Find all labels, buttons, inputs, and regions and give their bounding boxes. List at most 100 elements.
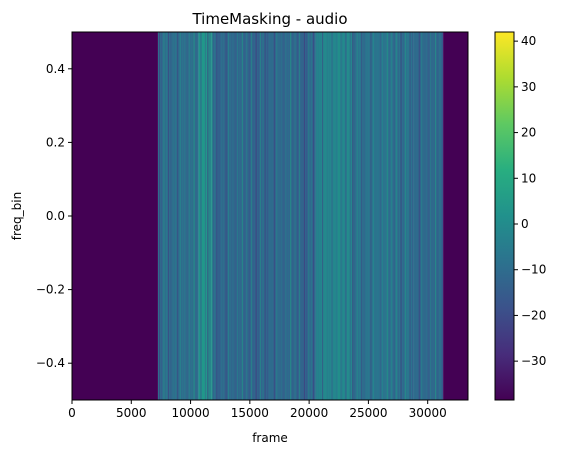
heatmap-stripe	[333, 32, 335, 400]
x-tick-label: 5000	[116, 406, 147, 420]
colorbar	[494, 31, 515, 401]
heatmap-stripe	[170, 32, 172, 400]
heatmap-stripe	[225, 32, 227, 400]
heatmap-stripe	[356, 32, 358, 400]
heatmap-stripe	[315, 32, 317, 400]
heatmap-stripe	[232, 32, 234, 400]
heatmap-stripe	[285, 32, 287, 400]
heatmap-stripe	[437, 32, 439, 400]
heatmap-stripe	[278, 32, 280, 400]
heatmap-stripe	[361, 32, 363, 400]
heatmap-stripe	[340, 32, 342, 400]
heatmap-stripe	[227, 32, 230, 400]
heatmap-stripe	[324, 32, 326, 400]
heatmap-stripe	[375, 32, 376, 400]
heatmap-stripe	[218, 32, 220, 400]
heatmap-stripe	[331, 32, 333, 400]
heatmap-stripe	[221, 32, 223, 400]
heatmap-stripe	[175, 32, 176, 400]
y-tick-label: 0.0	[46, 209, 65, 223]
heatmap-stripe	[388, 32, 390, 400]
heatmap-stripe	[262, 32, 264, 400]
heatmap-stripe	[207, 32, 209, 400]
heatmap-stripe	[418, 32, 420, 400]
heatmap-stripe	[246, 32, 248, 400]
x-tick-label: 25000	[349, 406, 387, 420]
heatmap-stripe	[161, 32, 163, 400]
heatmap-stripe	[172, 32, 174, 400]
heatmap-stripe	[303, 32, 306, 400]
heatmap-stripe	[430, 32, 432, 400]
heatmap-stripe	[310, 32, 312, 400]
heatmap-stripe	[425, 32, 427, 400]
heatmap-stripe	[407, 32, 409, 400]
heatmap-stripe	[398, 32, 399, 400]
heatmap-stripe	[342, 32, 344, 400]
heatmap-stripe	[209, 32, 211, 400]
heatmap-stripe	[179, 32, 181, 400]
heatmap-stripe	[384, 32, 386, 400]
heatmap-stripe	[237, 32, 238, 400]
heatmap-stripe	[301, 32, 303, 400]
heatmap-stripe	[296, 32, 299, 400]
heatmap-stripe	[338, 32, 340, 400]
heatmap-stripe	[370, 32, 372, 400]
y-tick-label: −0.4	[36, 356, 65, 370]
heatmap-stripe	[306, 32, 307, 400]
heatmap-stripe	[439, 32, 441, 400]
colorbar-axis: 40 30 20 10 0 −10 −20 −30	[514, 34, 546, 368]
heatmap-stripe	[168, 32, 169, 400]
heatmap-area	[72, 32, 468, 400]
heatmap-stripe	[395, 32, 397, 400]
heatmap-stripe	[163, 32, 165, 400]
heatmap-stripe	[326, 32, 328, 400]
heatmap-stripe	[158, 32, 161, 400]
heatmap-stripe	[299, 32, 301, 400]
heatmap-stripe	[365, 32, 368, 400]
heatmap-stripe	[214, 32, 216, 400]
heatmap-stripe	[423, 32, 425, 400]
heatmap-stripe	[393, 32, 395, 400]
heatmap-stripe	[379, 32, 381, 400]
x-tick-label: 20000	[290, 406, 328, 420]
heatmap-stripe	[416, 32, 418, 400]
x-axis-label: frame	[252, 431, 288, 445]
colorbar-tick-label: −10	[521, 263, 546, 277]
heatmap-stripe	[241, 32, 243, 400]
colorbar-tick-label: 10	[521, 171, 536, 185]
heatmap-stripe	[202, 32, 204, 400]
colorbar-tick-label: 40	[521, 34, 536, 48]
heatmap-stripe	[363, 32, 365, 400]
heatmap-stripe	[280, 32, 282, 400]
heatmap-stripe	[257, 32, 259, 400]
y-axis-label: freq_bin	[10, 192, 24, 240]
heatmap-stripe	[322, 32, 324, 400]
heatmap-stripe	[200, 32, 202, 400]
heatmap-stripe	[402, 32, 404, 400]
heatmap-stripe	[368, 32, 370, 400]
heatmap-stripe	[386, 32, 388, 400]
heatmap-stripe	[428, 32, 430, 400]
heatmap-stripe	[421, 32, 423, 400]
heatmap-segment-1	[157, 32, 199, 400]
heatmap-stripe	[211, 32, 213, 400]
heatmap-stripe	[391, 32, 393, 400]
heatmap-stripe	[273, 32, 275, 400]
colorbar-tick-label: 0	[521, 217, 529, 231]
heatmap-stripe	[434, 32, 437, 400]
heatmap-stripe	[234, 32, 237, 400]
x-tick-label: 0	[68, 406, 76, 420]
heatmap-stripe	[308, 32, 310, 400]
heatmap-stripe	[271, 32, 273, 400]
heatmap-segment-0	[72, 32, 158, 400]
heatmap-segment-7	[443, 32, 468, 400]
chart-title: TimeMasking - audio	[191, 10, 347, 28]
heatmap-stripe	[313, 32, 314, 400]
heatmap-stripe	[345, 32, 347, 400]
heatmap-stripe	[195, 32, 197, 400]
heatmap-stripe	[191, 32, 192, 400]
heatmap-stripe	[347, 32, 349, 400]
heatmap-stripe	[352, 32, 354, 400]
heatmap-stripe	[336, 32, 337, 400]
